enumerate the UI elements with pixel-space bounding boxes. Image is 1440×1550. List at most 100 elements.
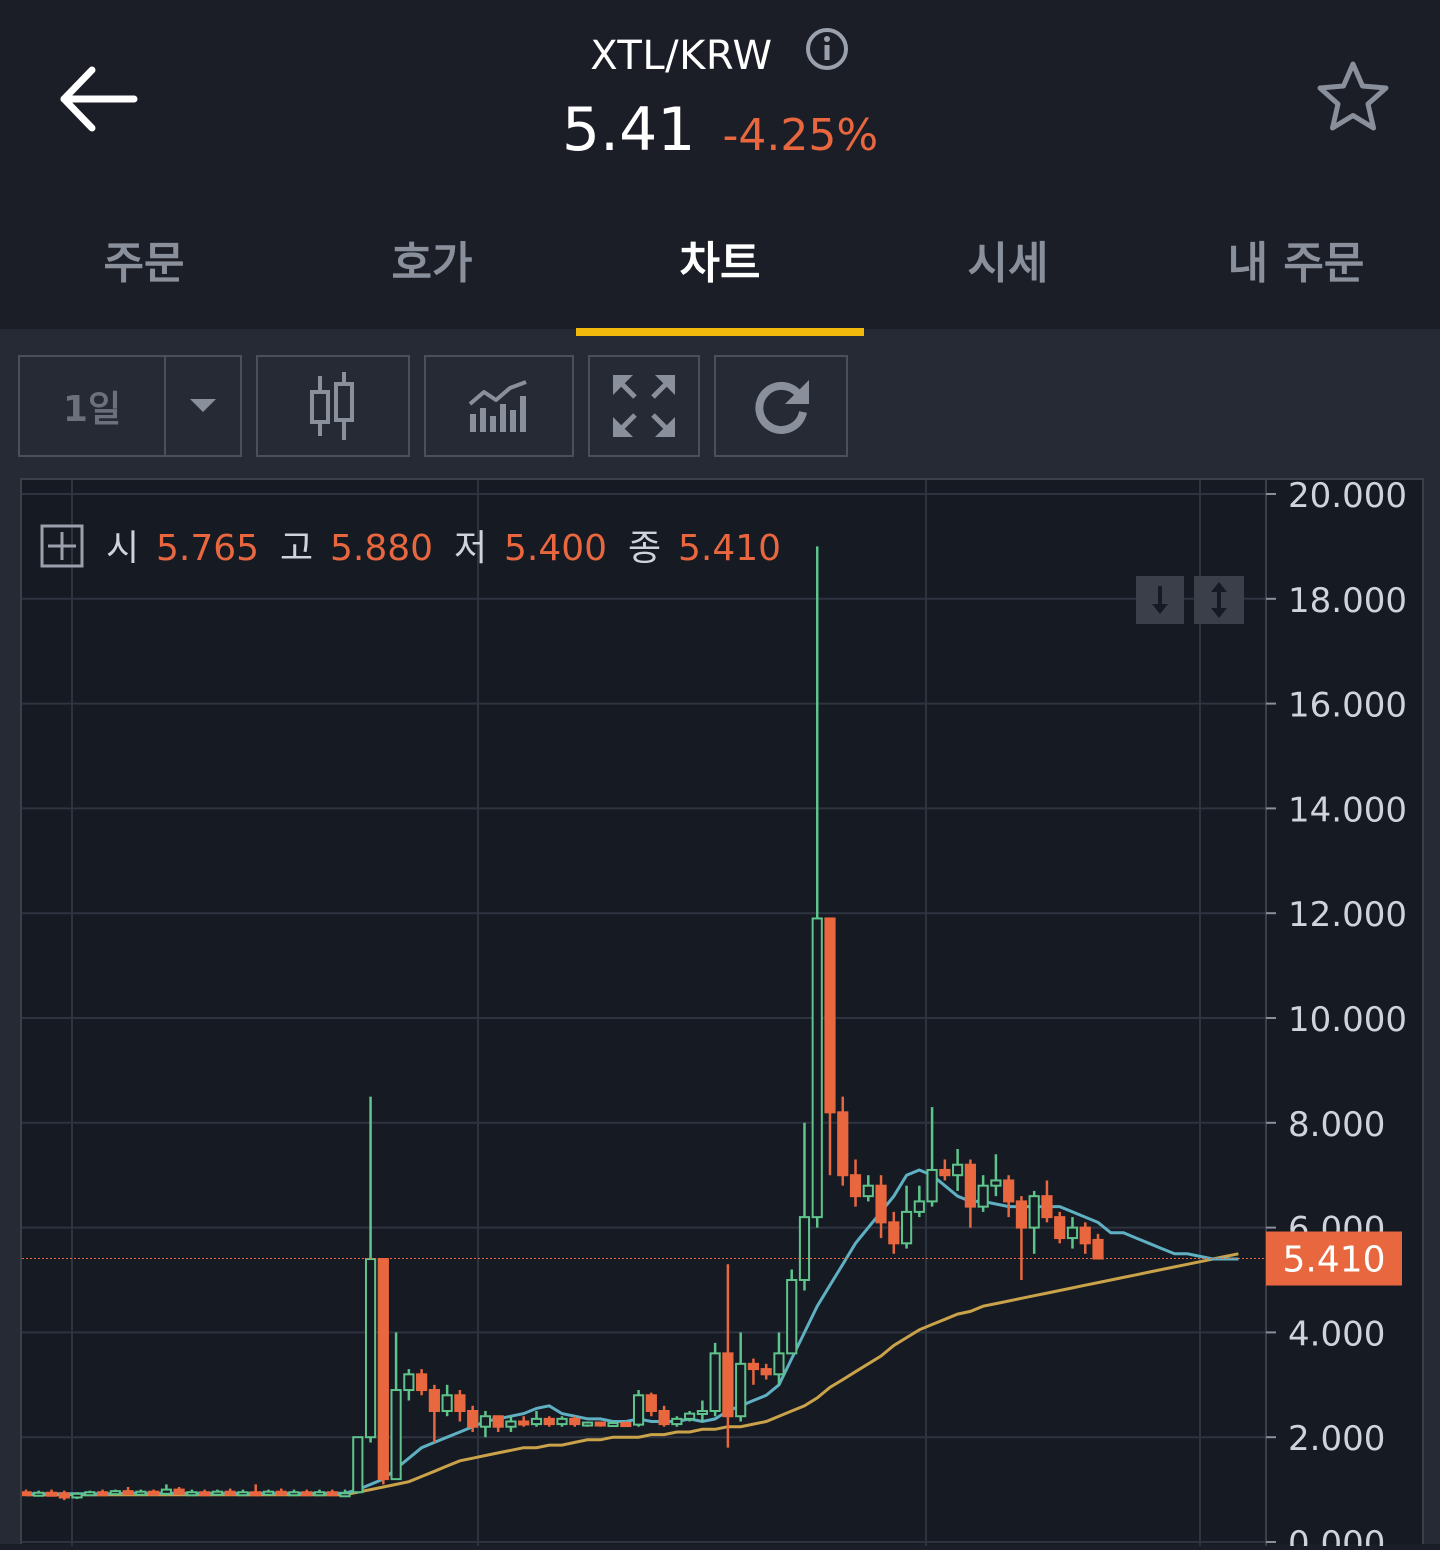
- chart-type-button[interactable]: [256, 355, 410, 457]
- ma-long-line: [26, 1252, 1239, 1497]
- candle: [684, 1411, 696, 1422]
- y-tick-label: 16.000: [1288, 686, 1407, 726]
- candle: [301, 1489, 313, 1497]
- candle: [148, 1489, 160, 1496]
- candle: [620, 1421, 632, 1428]
- candle: [479, 1411, 492, 1438]
- tab-orderbook[interactable]: 호가: [288, 205, 576, 329]
- candle: [773, 1332, 785, 1385]
- indicator-icon: [468, 380, 527, 432]
- candle: [352, 1436, 364, 1494]
- candlestick-icon: [310, 372, 354, 440]
- candle: [96, 1489, 109, 1497]
- candle: [467, 1405, 479, 1432]
- candle: [454, 1390, 466, 1422]
- candle: [1041, 1180, 1053, 1223]
- candle: [428, 1384, 440, 1443]
- low-value: 5.400: [504, 528, 607, 569]
- candle: [926, 1107, 938, 1207]
- candle: [824, 917, 836, 1176]
- tab-market-label: 시세: [967, 238, 1049, 289]
- candle: [403, 1369, 415, 1401]
- candle: [875, 1175, 887, 1239]
- candle: [786, 1269, 798, 1355]
- tab-market[interactable]: 시세: [864, 205, 1152, 329]
- candle: [84, 1490, 96, 1497]
- crosshair-toggle-icon[interactable]: [40, 524, 84, 568]
- period-dropdown-button[interactable]: [164, 355, 242, 457]
- arrow-left-icon: [60, 66, 138, 132]
- fullscreen-button[interactable]: [588, 355, 700, 457]
- tab-my-orders[interactable]: 내 주문: [1152, 205, 1440, 329]
- candle: [735, 1332, 747, 1422]
- candle: [722, 1264, 734, 1448]
- close-label: 종: [628, 528, 661, 569]
- candle: [326, 1489, 338, 1497]
- candle: [58, 1490, 70, 1501]
- candle: [862, 1175, 874, 1202]
- tab-chart[interactable]: 차트: [576, 205, 864, 329]
- period-select[interactable]: 1일: [18, 355, 166, 457]
- candle: [581, 1421, 594, 1427]
- candle: [377, 1258, 389, 1485]
- price-row: 5.41 -4.25%: [0, 95, 1440, 165]
- candle: [250, 1484, 262, 1497]
- candle: [530, 1411, 543, 1427]
- period-label: 1일: [62, 389, 122, 430]
- low-label: 저: [454, 528, 487, 569]
- candle: [339, 1489, 351, 1498]
- expand-icon: [613, 375, 675, 437]
- candle: [632, 1390, 645, 1427]
- candle: [952, 1149, 964, 1191]
- candle: [275, 1488, 287, 1496]
- back-button[interactable]: [58, 62, 140, 136]
- candle: [747, 1358, 760, 1385]
- candle: [837, 1096, 849, 1186]
- candle: [505, 1416, 517, 1432]
- ohlc-legend: 시 5.765 고 5.880 저 5.400 종 5.410: [40, 524, 781, 569]
- candle: [760, 1363, 772, 1380]
- favorite-button[interactable]: [1314, 58, 1392, 136]
- candle: [262, 1489, 275, 1496]
- y-tick-label: 8.000: [1288, 1105, 1385, 1145]
- candle: [416, 1369, 428, 1396]
- candle: [186, 1489, 198, 1497]
- candlestick-chart[interactable]: 0.0002.0004.0006.0008.00010.00012.00014.…: [20, 476, 1422, 1550]
- y-tick-label: 10.000: [1288, 1000, 1407, 1040]
- candle: [1092, 1233, 1104, 1260]
- y-tick-label: 12.000: [1288, 895, 1407, 935]
- candle: [364, 1096, 377, 1443]
- candle: [173, 1486, 185, 1495]
- candle: [224, 1488, 236, 1496]
- y-tick-label: 18.000: [1288, 581, 1407, 621]
- candle: [33, 1490, 45, 1497]
- candle: [1066, 1217, 1079, 1249]
- open-value: 5.765: [156, 528, 259, 569]
- candle: [607, 1421, 619, 1428]
- open-label: 시: [106, 528, 139, 569]
- candle: [199, 1489, 211, 1497]
- candle: [1028, 1190, 1040, 1254]
- star-icon: [1317, 61, 1389, 131]
- candle: [671, 1416, 683, 1427]
- tab-active-indicator: [576, 328, 864, 336]
- candle: [390, 1332, 402, 1481]
- candle: [964, 1159, 976, 1228]
- candle: [1003, 1175, 1015, 1218]
- refresh-button[interactable]: [714, 355, 848, 457]
- candle: [556, 1416, 568, 1427]
- y-tick-label: 14.000: [1288, 790, 1407, 830]
- indicator-button[interactable]: [424, 355, 574, 457]
- scale-down-button[interactable]: [1136, 576, 1184, 624]
- y-tick-label: 4.000: [1288, 1314, 1385, 1354]
- candle: [20, 1489, 32, 1497]
- tab-order[interactable]: 주문: [0, 205, 288, 329]
- price-chart[interactable]: 0.000 2.000 4.000 6.000 8.000 10.000 12.000 14.…: [20, 476, 1424, 1550]
- info-icon[interactable]: [804, 26, 850, 82]
- candle: [211, 1489, 224, 1496]
- pair-title-row: XTL/KRW: [0, 28, 1440, 86]
- refresh-icon: [755, 380, 809, 434]
- header: XTL/KRW 5.41 -4.25%: [0, 0, 1440, 205]
- current-price-tag: [1266, 1231, 1402, 1286]
- scale-auto-button[interactable]: [1194, 576, 1244, 624]
